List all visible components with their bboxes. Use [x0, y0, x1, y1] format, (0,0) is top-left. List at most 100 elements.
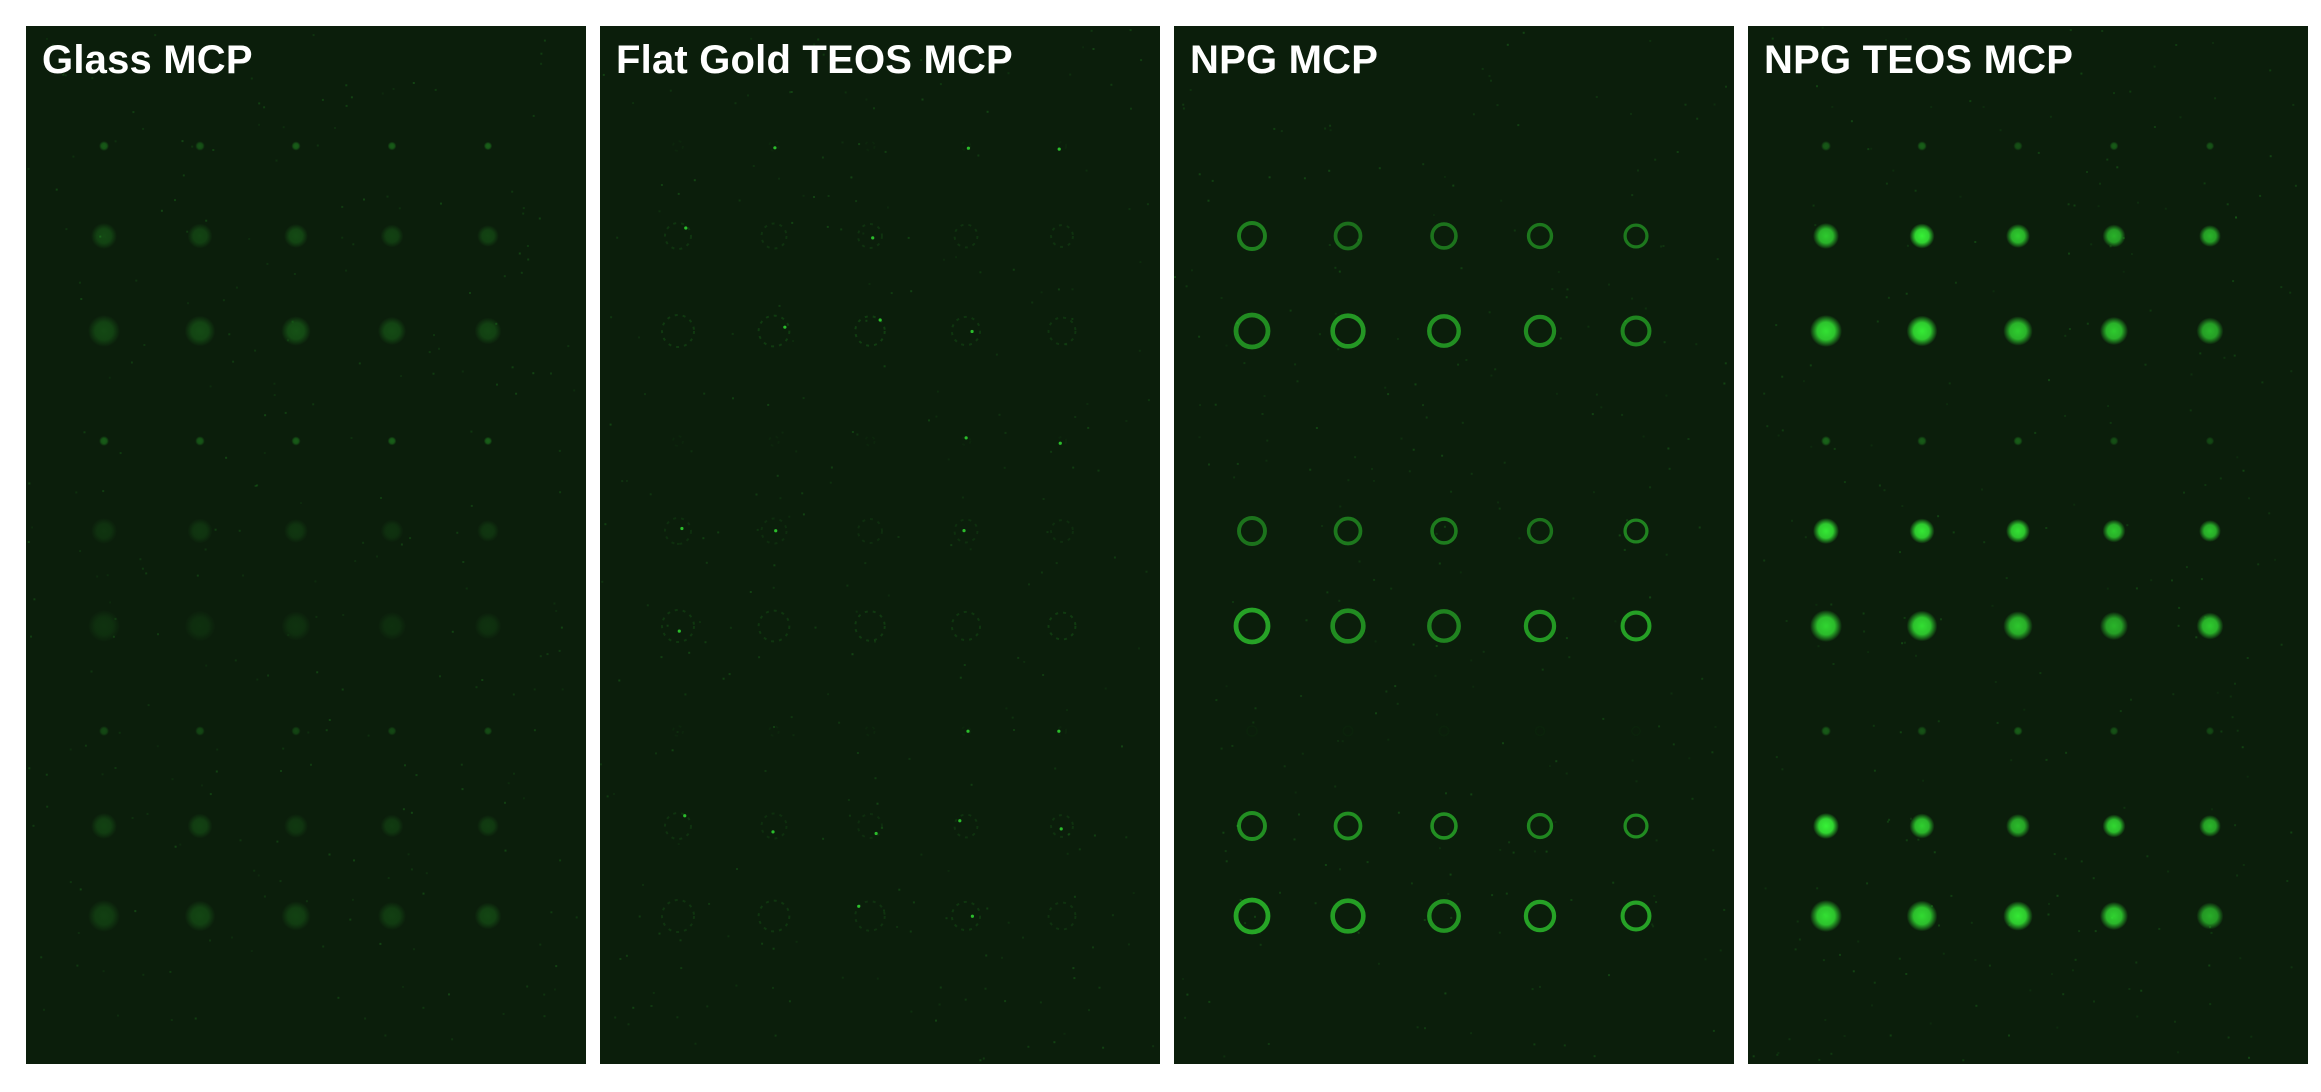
- fluorescent-spot: [474, 612, 502, 640]
- fluorescent-spot: [2006, 814, 2030, 838]
- fluorescent-spot: [1330, 608, 1366, 644]
- fluorescent-spot: [1047, 611, 1077, 641]
- bright-speck: [1059, 827, 1063, 831]
- fluorescent-spot: [1237, 221, 1267, 251]
- fluorescent-spot: [1810, 610, 1842, 642]
- bright-speck: [874, 831, 878, 836]
- bright-speck: [1057, 147, 1061, 151]
- fluorescent-spot: [1523, 314, 1557, 348]
- fluorescent-spot: [195, 726, 205, 736]
- fluorescent-spot: [760, 517, 788, 545]
- bright-speck: [774, 529, 778, 533]
- fluorescent-spot: [1430, 222, 1458, 250]
- bright-speck: [773, 146, 777, 150]
- fluorescent-spot: [2013, 141, 2023, 151]
- fluorescent-spot: [2099, 901, 2129, 931]
- fluorescent-spot: [865, 726, 874, 735]
- fluorescent-spot: [950, 900, 982, 932]
- fluorescent-spot: [950, 610, 982, 642]
- fluorescent-spot: [474, 317, 502, 345]
- bright-speck: [857, 904, 861, 908]
- fluorescent-spot: [1906, 610, 1938, 642]
- fluorescent-spot: [284, 814, 308, 838]
- fluorescent-spot: [2006, 224, 2030, 248]
- fluorescent-spot: [1623, 813, 1649, 839]
- fluorescent-spot: [1526, 222, 1554, 250]
- fluorescent-spot: [477, 815, 499, 837]
- bright-speck: [1058, 441, 1062, 445]
- fluorescent-spot: [865, 141, 874, 150]
- fluorescent-spot: [950, 315, 982, 347]
- panel-npg-mcp: NPG MCP: [1174, 26, 1734, 1064]
- fluorescent-spot: [184, 315, 216, 347]
- panel-label: Flat Gold TEOS MCP: [616, 38, 1013, 82]
- fluorescent-spot: [1620, 900, 1652, 932]
- bright-speck: [962, 529, 966, 533]
- fluorescent-spot: [1623, 518, 1649, 544]
- fluorescent-spot: [284, 519, 308, 543]
- fluorescent-spot: [757, 314, 791, 348]
- spot-grid: [88, 141, 502, 932]
- fluorescent-spot: [2102, 224, 2126, 248]
- fluorescent-spot: [1047, 901, 1077, 931]
- fluorescent-spot: [1343, 726, 1353, 736]
- fluorescent-spot: [673, 726, 683, 736]
- fluorescent-spot: [1917, 141, 1927, 151]
- fluorescent-spot: [953, 518, 979, 544]
- fluorescent-spot: [1917, 436, 1927, 446]
- fluorescent-spot: [1909, 518, 1935, 544]
- fluorescent-spot: [1430, 812, 1458, 840]
- bright-speck: [958, 819, 962, 823]
- fluorescent-spot: [1427, 609, 1461, 643]
- fluorescent-spot: [757, 899, 791, 933]
- fluorescent-spot: [387, 726, 397, 736]
- fluorescent-spot: [99, 141, 109, 151]
- fluorescent-spot: [1810, 900, 1842, 932]
- fluorescent-spot: [664, 812, 692, 840]
- fluorescent-spot: [1620, 610, 1652, 642]
- fluorescent-spot: [1821, 141, 1831, 151]
- microarray-image: [27, 34, 578, 1041]
- fluorescent-spot: [857, 813, 883, 839]
- bright-speck: [871, 236, 875, 240]
- panel-label: Glass MCP: [42, 38, 253, 82]
- fluorescent-spot: [953, 223, 979, 249]
- fluorescent-spot: [380, 519, 404, 543]
- bright-speck: [970, 914, 975, 918]
- fluorescent-spot: [1906, 315, 1938, 347]
- background-noise: [1752, 26, 2297, 1062]
- fluorescent-spot: [377, 611, 407, 641]
- bright-speck: [1057, 729, 1061, 733]
- fluorescent-spot: [91, 813, 117, 839]
- fluorescent-spot: [184, 610, 216, 642]
- fluorescent-spot: [1047, 316, 1077, 346]
- panel-glass-mcp: Glass MCP: [26, 26, 586, 1064]
- spot-grid: [1810, 141, 2224, 932]
- fluorescent-spot: [1427, 899, 1461, 933]
- fluorescent-spot: [377, 316, 407, 346]
- fluorescent-spot: [1233, 897, 1271, 935]
- fluorescent-spot: [2006, 519, 2030, 543]
- fluorescent-spot: [2205, 726, 2215, 736]
- fluorescent-spot: [1536, 727, 1545, 736]
- fluorescent-spot: [769, 436, 779, 446]
- fluorescent-spot: [1233, 607, 1271, 645]
- fluorescent-spot: [2099, 611, 2129, 641]
- fluorescent-spot: [477, 520, 499, 542]
- fluorescent-spot: [2003, 611, 2033, 641]
- fluorescent-spot: [664, 222, 692, 250]
- fluorescent-spot: [2003, 901, 2033, 931]
- fluorescent-spot: [854, 900, 886, 932]
- fluorescent-spot: [2205, 436, 2215, 446]
- fluorescent-spot: [2109, 141, 2119, 151]
- fluorescent-spot: [380, 224, 404, 248]
- fluorescent-spot: [1523, 899, 1557, 933]
- fluorescent-spot: [2199, 520, 2221, 542]
- fluorescent-spot: [187, 223, 213, 249]
- fluorescent-spot: [474, 902, 502, 930]
- fluorescent-spot: [1330, 313, 1366, 349]
- fluorescent-spot: [377, 901, 407, 931]
- bright-speck: [970, 329, 974, 334]
- fluorescent-spot: [757, 609, 791, 643]
